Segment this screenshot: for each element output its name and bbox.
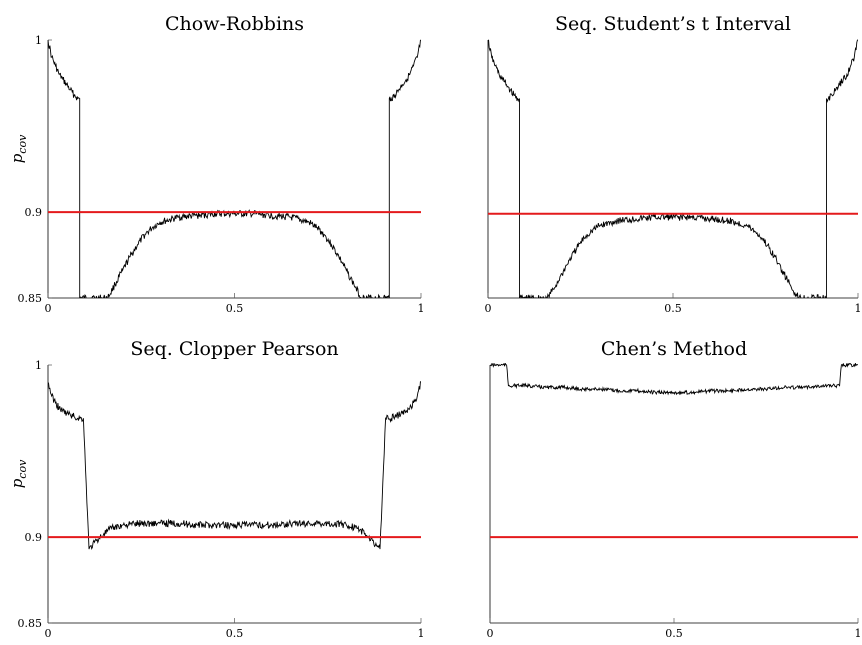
- x-tick-label: 0: [45, 302, 52, 315]
- chart-panel-chow-robbins: Chow-Robbins 0 0.5 1 0.85 0.9 1 pcov: [8, 13, 425, 315]
- chart-title: Seq. Student’s t Interval: [555, 13, 791, 35]
- series-line: [48, 380, 421, 551]
- y-axis-label: pcov: [8, 459, 29, 488]
- y-tick-label: 0.85: [18, 292, 43, 305]
- x-tick-label: 0.5: [226, 627, 244, 640]
- x-tick-label: 1: [855, 302, 862, 315]
- chart-panel-chens-method: Chen’s Method 0 0.5 1: [487, 338, 862, 640]
- y-axis-label: pcov: [8, 134, 29, 163]
- chart-panel-seq-clopper-pearson: Seq. Clopper Pearson 0 0.5 1 0.85 0.9 1 pcov: [8, 338, 425, 640]
- chart-panel-seq-student-t: Seq. Student’s t Interval 0 0.5 1: [485, 13, 862, 315]
- chart-title: Chen’s Method: [601, 338, 747, 360]
- x-tick-label: 0: [45, 627, 52, 640]
- x-tick-label: 0: [487, 627, 494, 640]
- y-tick-label: 0.85: [18, 617, 43, 630]
- y-tick-label: 0.9: [25, 206, 43, 219]
- y-tick-label: 1: [35, 359, 42, 372]
- series-line: [48, 39, 421, 298]
- chart-title: Chow-Robbins: [165, 13, 304, 35]
- x-tick-label: 0: [485, 302, 492, 315]
- x-tick-label: 0.5: [664, 302, 682, 315]
- series-line: [488, 39, 858, 298]
- chart-title: Seq. Clopper Pearson: [130, 338, 338, 360]
- x-tick-label: 1: [855, 627, 862, 640]
- y-tick-label: 1: [35, 34, 42, 47]
- series-line: [490, 363, 858, 396]
- x-tick-label: 0.5: [226, 302, 244, 315]
- x-tick-label: 0.5: [665, 627, 683, 640]
- y-tick-label: 0.9: [25, 531, 43, 544]
- x-tick-label: 1: [418, 627, 425, 640]
- x-tick-label: 1: [418, 302, 425, 315]
